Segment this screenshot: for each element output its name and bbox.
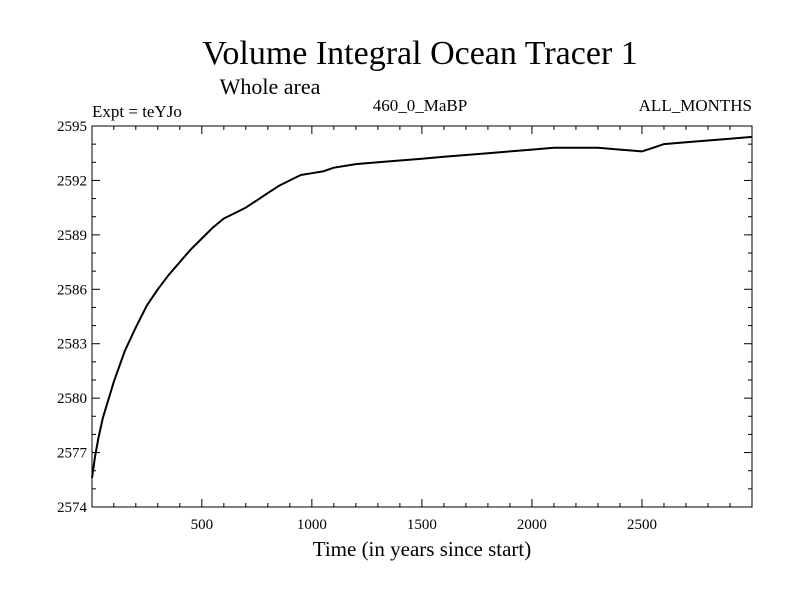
x-tick-labels: 500 1000 1500 2000 2500 (191, 517, 657, 533)
y-tick-label: 2574 (57, 500, 88, 516)
experiment-label: Expt = teYJo (92, 102, 182, 121)
x-tick-label: 500 (191, 517, 214, 533)
y-tick-label: 2592 (57, 173, 87, 189)
x-tick-label: 2000 (517, 517, 547, 533)
period-label: 460_0_MaBP (373, 96, 467, 115)
x-axis-label: Time (in years since start) (313, 537, 532, 561)
plot-frame (91, 125, 753, 508)
axis-ticks (92, 125, 752, 508)
series-line (91, 135, 753, 479)
chart-subtitle: Whole area (220, 74, 321, 99)
x-tick-label: 1000 (297, 517, 327, 533)
y-tick-label: 2589 (57, 228, 87, 244)
x-tick-label: 1500 (407, 517, 437, 533)
y-tick-label: 2583 (57, 337, 87, 353)
y-tick-label: 2580 (57, 391, 87, 407)
x-tick-label: 2500 (627, 517, 657, 533)
y-tick-labels: 2574 2577 2580 2583 2586 2589 2592 2595 (57, 119, 88, 516)
series-lines (91, 135, 753, 479)
y-tick-label: 2586 (57, 282, 88, 298)
months-label: ALL_MONTHS (639, 96, 752, 115)
y-tick-label: 2577 (57, 446, 88, 462)
y-tick-label: 2595 (57, 119, 87, 135)
chart-title: Volume Integral Ocean Tracer 1 (202, 35, 638, 72)
